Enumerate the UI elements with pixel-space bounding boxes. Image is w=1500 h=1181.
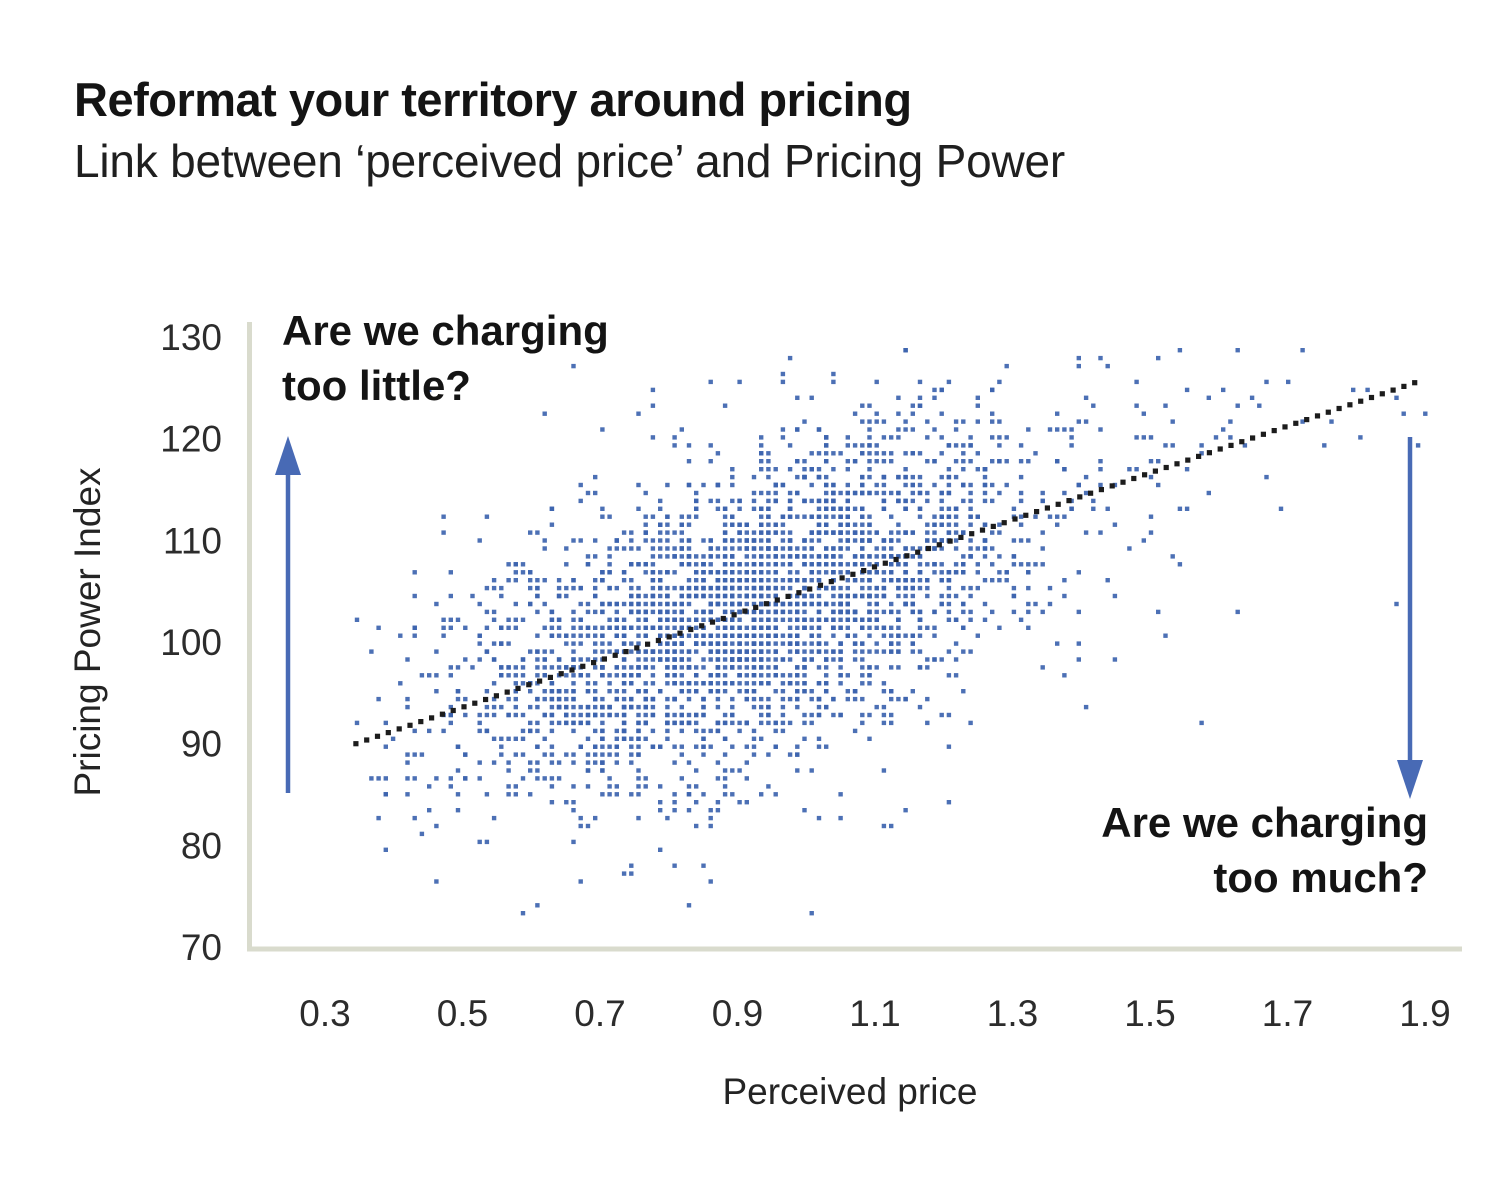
y-tick-label: 80 [181,825,222,866]
trendline-dotted [353,380,1418,747]
y-tick-label: 120 [160,419,222,460]
x-tick-label: 0.7 [574,993,625,1034]
x-tick-label: 1.9 [1399,993,1450,1034]
annotation-too-much: Are we charging too much? [1101,796,1428,905]
annotation-too-little-line2: too little? [282,361,471,409]
y-tick-label: 90 [181,724,222,765]
annotation-too-much-line1: Are we charging [1101,799,1428,846]
x-tick-label: 1.3 [987,993,1038,1034]
x-tick-label: 1.7 [1262,993,1313,1034]
arrow-up-too-little-icon [275,436,301,793]
y-tick-label: 100 [160,622,222,663]
x-axis-title: Perceived price [722,1071,977,1112]
x-tick-label: 0.5 [437,993,488,1034]
y-axis-title: Pricing Power Index [67,467,108,797]
y-tick-label: 130 [160,317,222,358]
arrow-down-too-much-icon [1397,437,1423,799]
y-tick-label: 70 [181,927,222,968]
x-tick-label: 1.1 [849,993,900,1034]
x-tick-label: 0.9 [712,993,763,1034]
annotation-too-little: Are we charging too little? [282,304,609,413]
scatter-points-layer [354,348,1428,916]
annotation-too-much-line2: too much? [1213,853,1428,901]
page-subtitle: Link between ‘perceived price’ and Prici… [74,135,1066,187]
page-title: Reformat your territory around pricing [74,73,912,126]
y-tick-label: 110 [163,520,222,561]
x-tick-label: 1.5 [1124,993,1175,1034]
x-tick-label: 0.3 [299,993,350,1034]
annotation-too-little-line1: Are we charging [282,307,609,354]
